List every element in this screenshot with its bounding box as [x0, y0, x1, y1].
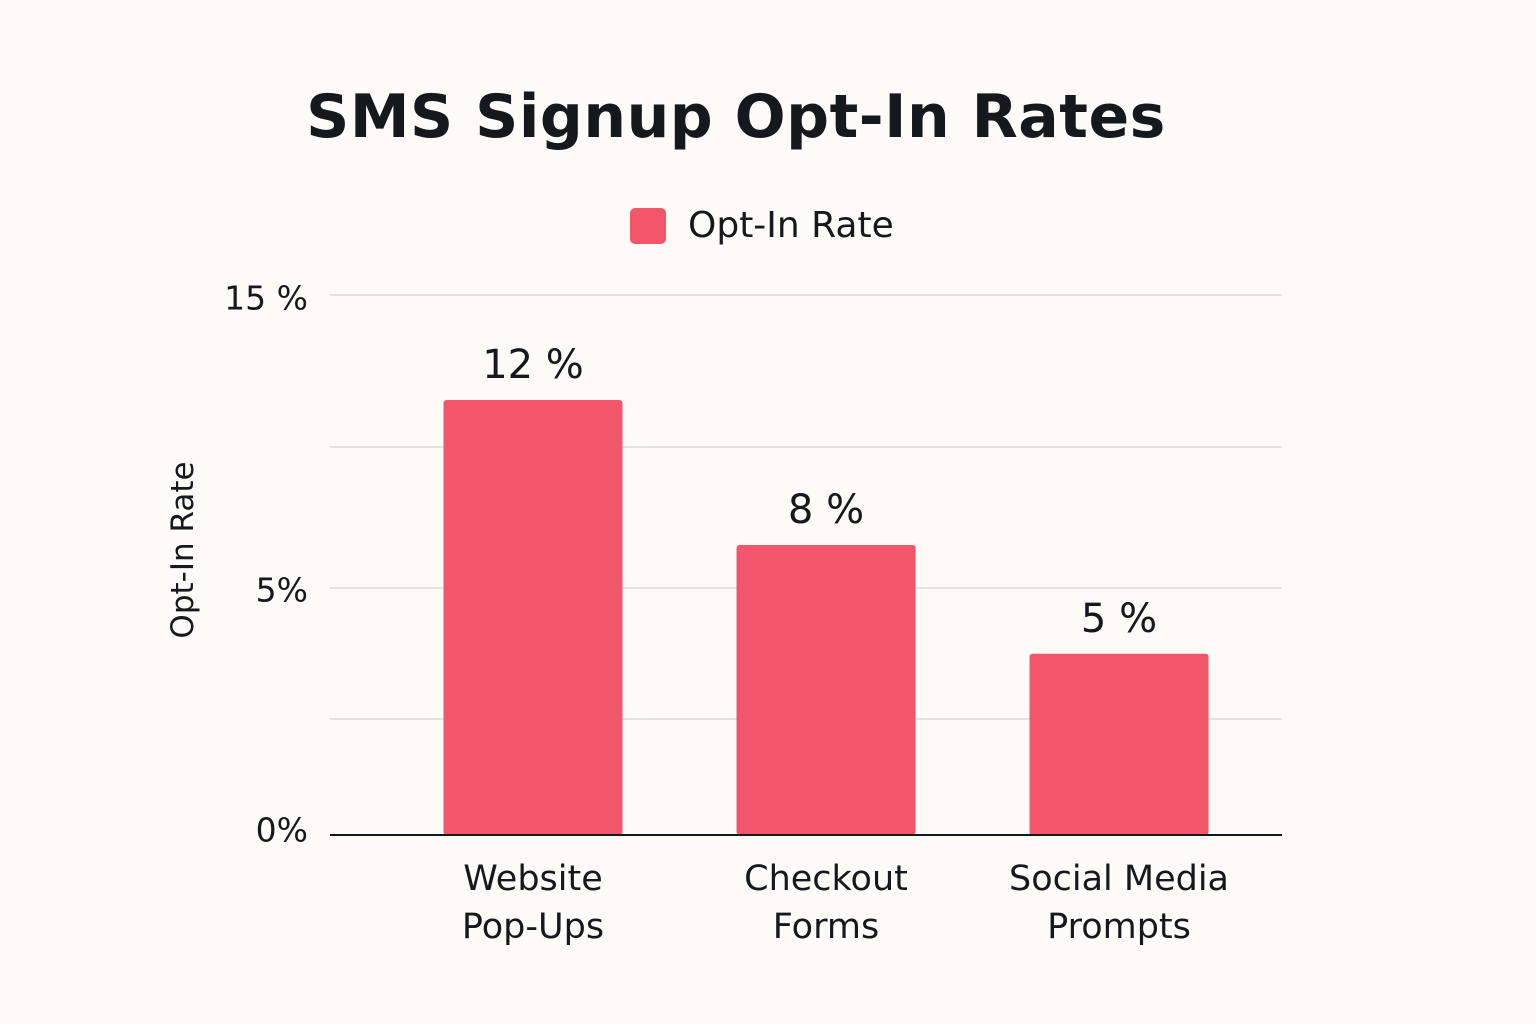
x-tick-label: Social Media	[1009, 859, 1229, 899]
legend-swatch	[630, 207, 666, 244]
y-tick-label: 0%	[256, 811, 308, 850]
x-tick-label: Prompts	[1047, 907, 1191, 947]
x-tick-label: Forms	[773, 907, 879, 947]
x-tick-label: Checkout	[744, 859, 908, 899]
data-label: 12 %	[482, 342, 584, 388]
data-label: 8 %	[788, 487, 864, 533]
x-tick-label: Website	[463, 859, 603, 899]
bar	[1029, 653, 1209, 835]
x-tick-label: Pop-Ups	[462, 907, 604, 947]
chart-title: SMS Signup Opt-In Rates	[306, 82, 1166, 152]
y-tick-label: 15 %	[224, 279, 308, 318]
y-tick-label: 5%	[256, 571, 308, 610]
data-label: 5 %	[1081, 596, 1157, 642]
bar	[443, 400, 623, 835]
legend-label: Opt-In Rate	[688, 205, 894, 246]
legend: Opt-In Rate	[630, 205, 894, 246]
bar	[736, 545, 916, 835]
